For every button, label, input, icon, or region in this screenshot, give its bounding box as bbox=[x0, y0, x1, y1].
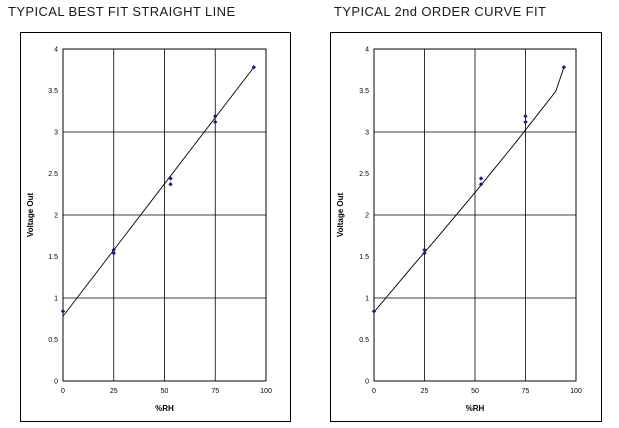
chart-panel-left: 0 0.5 1 1.5 2 2.5 3 3.5 4 0 25 50 75 100 %RH Voltage Ou… bbox=[20, 32, 291, 422]
data-point bbox=[111, 250, 116, 256]
x-tick-label: 100 bbox=[260, 388, 272, 395]
data-point bbox=[478, 182, 484, 187]
y-tick-label: 1.5 bbox=[359, 254, 369, 261]
x-tick-label: 75 bbox=[211, 388, 219, 395]
y-tick-label: 2.5 bbox=[359, 171, 369, 178]
chart-plot-left: 0 0.5 1 1.5 2 2.5 3 3.5 4 0 25 50 75 100 %RH Voltage Ou… bbox=[26, 47, 272, 414]
grid bbox=[373, 48, 577, 382]
y-tick-label: 2 bbox=[54, 213, 58, 220]
x-tick-label: 25 bbox=[421, 388, 429, 395]
y-tick-label: 4 bbox=[365, 47, 369, 54]
y-tick-label: 1 bbox=[365, 296, 369, 303]
data-point bbox=[168, 176, 173, 181]
data-point bbox=[478, 176, 484, 181]
data-point bbox=[60, 309, 66, 314]
chart-title-right: TYPICAL 2nd ORDER CURVE FIT bbox=[334, 4, 547, 19]
data-point bbox=[111, 247, 116, 253]
y-axis-label: Voltage Out bbox=[336, 193, 345, 238]
data-point bbox=[561, 65, 567, 70]
y-tick-label: 0.5 bbox=[359, 337, 369, 344]
y-tick-label: 0.5 bbox=[48, 337, 58, 344]
y-tick-label: 1 bbox=[54, 296, 58, 303]
data-point bbox=[523, 119, 528, 125]
x-tick-label: 75 bbox=[522, 388, 530, 395]
x-tick-label: 25 bbox=[110, 388, 118, 395]
grid bbox=[62, 48, 267, 382]
y-tick-label: 3 bbox=[54, 130, 58, 137]
fit-line bbox=[373, 67, 565, 313]
fit-line bbox=[62, 66, 255, 317]
x-axis-label: %RH bbox=[155, 404, 174, 413]
data-point bbox=[523, 114, 528, 119]
data-point bbox=[168, 182, 173, 187]
x-axis-label: %RH bbox=[466, 404, 485, 413]
y-tick-label: 2.5 bbox=[48, 171, 58, 178]
chart-title-left: TYPICAL BEST FIT STRAIGHT LINE bbox=[8, 4, 236, 19]
chart-panel-right: 0 0.5 1 1.5 2 2.5 3 3.5 4 0 25 50 75 100 %RH Voltage Ou… bbox=[330, 32, 602, 422]
x-tick-label: 0 bbox=[372, 388, 376, 395]
data-point bbox=[251, 65, 257, 70]
y-tick-label: 0 bbox=[54, 379, 58, 386]
chart-plot-right: 0 0.5 1 1.5 2 2.5 3 3.5 4 0 25 50 75 100 %RH Voltage Ou… bbox=[336, 47, 582, 414]
data-point bbox=[213, 114, 218, 119]
data-point bbox=[422, 250, 427, 256]
y-tick-label: 3.5 bbox=[48, 88, 58, 95]
plot-area-frame bbox=[62, 48, 267, 382]
data-point bbox=[422, 247, 427, 253]
y-tick-label: 3.5 bbox=[359, 88, 369, 95]
y-tick-label: 4 bbox=[54, 47, 58, 54]
y-tick-label: 3 bbox=[365, 130, 369, 137]
plot-area-frame bbox=[373, 48, 577, 382]
y-axis-label: Voltage Out bbox=[26, 193, 35, 238]
y-tick-label: 2 bbox=[365, 213, 369, 220]
y-tick-label: 1.5 bbox=[48, 254, 58, 261]
x-tick-label: 50 bbox=[161, 388, 169, 395]
y-tick-label: 0 bbox=[365, 379, 369, 386]
x-tick-label: 100 bbox=[570, 388, 582, 395]
x-tick-label: 0 bbox=[61, 388, 65, 395]
data-point bbox=[371, 309, 377, 314]
data-point bbox=[213, 119, 218, 125]
x-tick-label: 50 bbox=[471, 388, 479, 395]
